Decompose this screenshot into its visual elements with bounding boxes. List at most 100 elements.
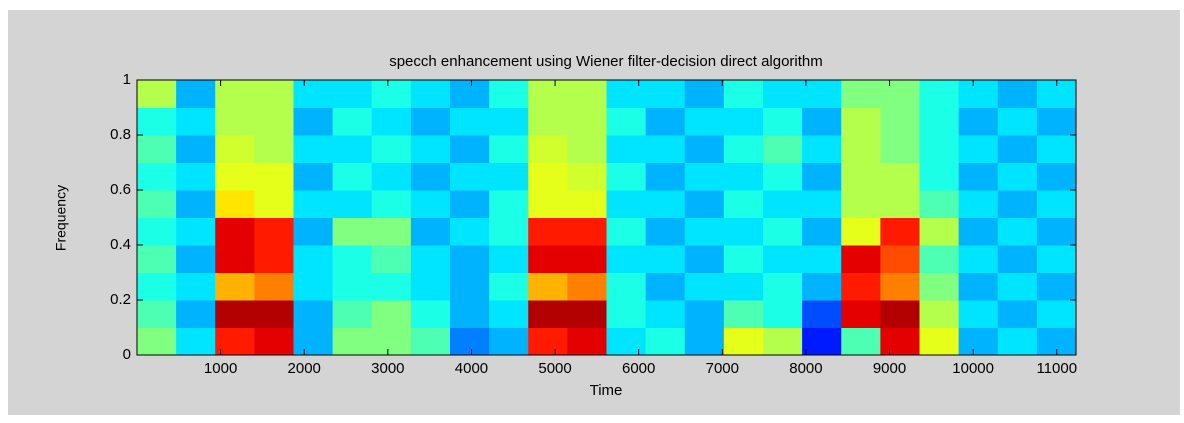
heatmap-cell — [958, 135, 999, 163]
heatmap-cell — [723, 217, 764, 246]
heatmap-cell — [645, 190, 686, 218]
heatmap-cell — [880, 190, 920, 218]
heatmap-cell — [606, 107, 647, 136]
heatmap-cell — [293, 190, 334, 218]
heatmap-cell — [1036, 245, 1077, 273]
heatmap-cell — [332, 272, 373, 301]
heatmap-cell — [763, 80, 803, 108]
heatmap-cell — [645, 245, 686, 273]
heatmap-cell — [176, 80, 216, 108]
heatmap-cell — [176, 162, 216, 191]
y-tick-label: 1 — [123, 71, 131, 88]
heatmap-cell — [489, 162, 529, 191]
heatmap-cell — [254, 190, 294, 218]
heatmap-cell — [450, 327, 490, 356]
heatmap-cell — [841, 162, 881, 191]
x-axis-label: Time — [590, 382, 623, 399]
heatmap-cell — [293, 300, 334, 328]
heatmap-cell — [802, 217, 842, 246]
heatmap-cell — [841, 135, 881, 163]
heatmap-cell — [567, 245, 607, 273]
heatmap-cell — [450, 272, 490, 301]
heatmap-cell — [684, 272, 725, 301]
heatmap-cell — [958, 107, 999, 136]
heatmap-cell — [410, 190, 451, 218]
heatmap-cell — [841, 327, 881, 356]
heatmap-cell — [802, 190, 842, 218]
heatmap-cell — [215, 162, 255, 191]
heatmap-cell — [606, 217, 647, 246]
heatmap-cell — [215, 272, 255, 301]
heatmap-cell — [723, 272, 764, 301]
heatmap-cell — [606, 300, 647, 328]
heatmap-cell — [528, 217, 568, 246]
heatmap-cell — [763, 300, 803, 328]
heatmap-cell — [176, 135, 216, 163]
x-tick-label: 8000 — [789, 360, 822, 377]
y-tick-label: 0.4 — [110, 236, 131, 253]
heatmap-cell — [137, 190, 177, 218]
heatmap-cell — [606, 135, 647, 163]
heatmap-cell — [489, 80, 529, 108]
heatmap-cell — [528, 107, 568, 136]
heatmap-cell — [606, 327, 647, 356]
heatmap-cell — [528, 135, 568, 163]
heatmap-cell — [997, 162, 1038, 191]
heatmap-cell — [802, 107, 842, 136]
heatmap-cell — [254, 217, 294, 246]
heatmap-cell — [997, 327, 1038, 356]
heatmap-cell — [215, 300, 255, 328]
heatmap-cell — [723, 162, 764, 191]
heatmap-cell — [841, 217, 881, 246]
heatmap-cell — [450, 190, 490, 218]
heatmap-cell — [1036, 190, 1077, 218]
heatmap-cell — [645, 272, 686, 301]
heatmap-cell — [215, 245, 255, 273]
heatmap-cell — [684, 217, 725, 246]
heatmap-cell — [1036, 135, 1077, 163]
heatmap-cell — [371, 327, 412, 356]
heatmap-cell — [293, 272, 334, 301]
heatmap-cell — [958, 217, 999, 246]
heatmap-cell — [684, 107, 725, 136]
heatmap-cell — [567, 162, 607, 191]
heatmap-cell — [528, 327, 568, 356]
heatmap-cell — [958, 190, 999, 218]
heatmap-cell — [723, 80, 764, 108]
heatmap-cell — [723, 190, 764, 218]
heatmap-cell — [763, 327, 803, 356]
heatmap-cell — [176, 107, 216, 136]
heatmap-cell — [371, 300, 412, 328]
heatmap-cell — [293, 135, 334, 163]
x-tick-label: 3000 — [371, 360, 404, 377]
heatmap-cell — [450, 217, 490, 246]
heatmap-cell — [176, 327, 216, 356]
heatmap-cell — [880, 272, 920, 301]
heatmap-cell — [880, 245, 920, 273]
heatmap-cell — [880, 80, 920, 108]
heatmap-cell — [410, 327, 451, 356]
heatmap-cell — [997, 80, 1038, 108]
heatmap-cell — [606, 245, 647, 273]
heatmap-cell — [371, 107, 412, 136]
heatmap-cell — [450, 135, 490, 163]
heatmap-cell — [880, 217, 920, 246]
heatmap-cell — [841, 245, 881, 273]
heatmap-cell — [958, 245, 999, 273]
heatmap-cell — [841, 300, 881, 328]
heatmap-cell — [997, 245, 1038, 273]
heatmap-cell — [371, 135, 412, 163]
heatmap-cell — [645, 80, 686, 108]
y-tick-label: 0.8 — [110, 126, 131, 143]
x-tick-label: 5000 — [538, 360, 571, 377]
heatmap-cell — [684, 300, 725, 328]
plot-frame — [136, 79, 1077, 356]
heatmap-cell — [606, 190, 647, 218]
heatmap-cell — [997, 272, 1038, 301]
heatmap-cell — [684, 135, 725, 163]
heatmap-cell — [293, 217, 334, 246]
heatmap-cell — [1036, 107, 1077, 136]
heatmap-cell — [567, 135, 607, 163]
heatmap-cell — [684, 80, 725, 108]
heatmap-cell — [215, 135, 255, 163]
